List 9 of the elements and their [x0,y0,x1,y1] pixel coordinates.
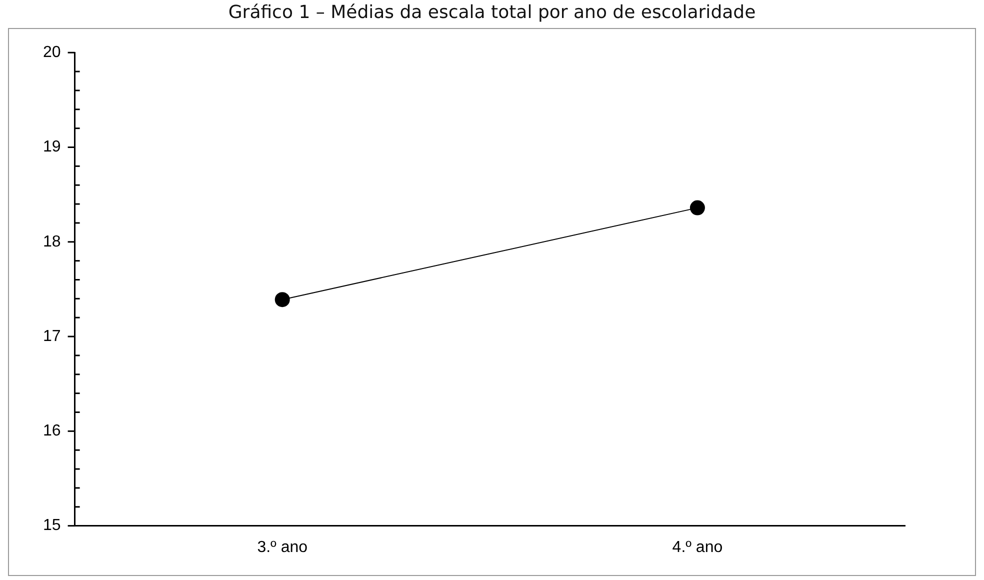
y-tick-label: 19 [43,138,61,156]
y-tick-label: 18 [43,233,61,250]
y-tick-label: 15 [43,517,61,534]
x-tick-label: 4.º ano [672,538,723,556]
y-tick-label: 16 [43,422,61,440]
y-tick-label: 20 [43,44,61,62]
x-tick-label: 3.º ano [257,538,308,556]
chart-title: Gráfico 1 – Médias da escala total por ano de escolaridade [227,2,757,23]
y-tick-label: 17 [43,328,61,345]
